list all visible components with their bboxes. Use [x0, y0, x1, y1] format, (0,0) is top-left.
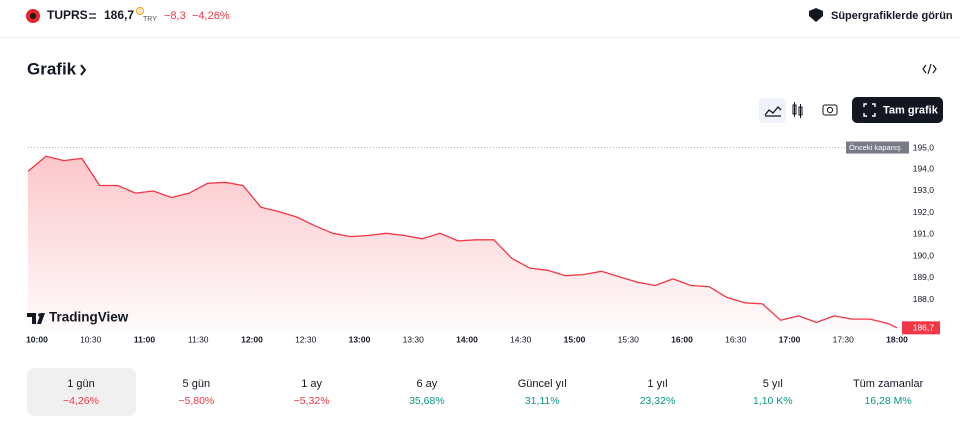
y-tick-label: 194,0 [913, 163, 935, 173]
period-label[interactable]: 6 ay [417, 378, 438, 390]
embed-icon[interactable] [922, 63, 937, 75]
period-label[interactable]: 1 yıl [647, 378, 667, 390]
period-change: 23,32% [640, 395, 676, 407]
y-tick-label: 193,0 [913, 185, 935, 195]
period-change: −5,32% [294, 395, 330, 407]
camera-lens [826, 106, 834, 114]
delay-badge-ring [136, 7, 144, 15]
symbol-logo-inner [30, 13, 36, 19]
price: 186,7 [104, 8, 134, 22]
symbol[interactable]: TUPRS [47, 8, 88, 22]
y-tick-label: 192,0 [913, 207, 935, 217]
fullscreen-icon [863, 103, 876, 117]
x-tick-label: 17:00 [779, 334, 801, 344]
change: −8,3 [164, 10, 186, 22]
period-label[interactable]: 1 gün [67, 378, 95, 390]
x-tick-label: 12:30 [295, 334, 317, 344]
period-change: −4,26% [63, 395, 99, 407]
x-tick-label: 16:30 [725, 334, 747, 344]
x-tick-label: 18:00 [886, 334, 908, 344]
period-label[interactable]: 1 ay [301, 378, 322, 390]
area [28, 156, 897, 330]
x-tick-label: 10:00 [26, 334, 48, 344]
full-chart-label[interactable]: Tam grafik [883, 104, 939, 116]
chevron [80, 64, 87, 76]
line-icon [764, 106, 782, 117]
y-tick-label: 189,0 [913, 272, 935, 282]
x-tick-label: 11:30 [188, 334, 209, 344]
x-tick-label: 13:00 [349, 334, 371, 344]
currency: TRY [143, 16, 157, 23]
period-change: 35,68% [409, 395, 445, 407]
x-tick-label: 16:00 [671, 334, 693, 344]
tv-logo-dot [38, 313, 42, 317]
candle-style-button[interactable] [792, 102, 803, 118]
period-change: 1,10 K% [753, 395, 793, 407]
y-tick-label: 191,0 [913, 229, 935, 239]
period-label[interactable]: 5 gün [183, 378, 211, 390]
x-tick-label: 14:30 [510, 334, 532, 344]
x-tick-label: 14:00 [456, 334, 478, 344]
last-value-label: 186,7 [913, 323, 935, 333]
period-change: 31,11% [525, 395, 560, 407]
period-change: −5,80% [178, 395, 214, 407]
x-tick-label: 17:30 [833, 334, 855, 344]
x-tick-label: 11:00 [134, 334, 156, 344]
x-tick-label: 15:30 [618, 334, 640, 344]
supercharts-icon [809, 8, 823, 22]
x-tick-label: 13:30 [403, 334, 425, 344]
delay-badge: D [138, 9, 142, 14]
screenshot-button[interactable] [822, 104, 838, 116]
period-label[interactable]: 5 yıl [763, 378, 783, 390]
period-label[interactable]: Güncel yıl [518, 378, 567, 390]
x-tick-label: 15:00 [564, 334, 586, 344]
tv-logo-text: TradingView [49, 310, 129, 325]
change-percent: −4,26% [192, 10, 230, 22]
period-change: 16,28 M% [864, 395, 911, 407]
periods: 1 gün −4,26% 5 gün −5,80% 1 ay −5,32% 6 ay 35,6… [63, 378, 924, 407]
x-tick-label: 10:30 [80, 334, 102, 344]
previous-close-label: Önceki kapanış [849, 143, 901, 152]
x-tick-label: 12:00 [241, 334, 263, 344]
previous-close-tag [846, 141, 909, 154]
y-tick-label: 188,0 [913, 294, 935, 304]
price-line [27, 155, 898, 329]
period-label[interactable]: Tüm zamanlar [853, 378, 924, 390]
section-title[interactable]: Grafik [27, 59, 77, 78]
price-chart: Önceki kapanış 195,0 188,0 189,0 190,0 191,0 1… [26, 141, 940, 344]
selected-period-bg [27, 368, 136, 416]
line-style-button[interactable] [759, 98, 786, 123]
previous-close-value: 195,0 [913, 142, 935, 152]
last-value-tag [902, 321, 940, 335]
y-tick-label: 190,0 [913, 250, 935, 260]
supercharts-link[interactable]: Süpergrafiklerde görün [831, 10, 953, 22]
